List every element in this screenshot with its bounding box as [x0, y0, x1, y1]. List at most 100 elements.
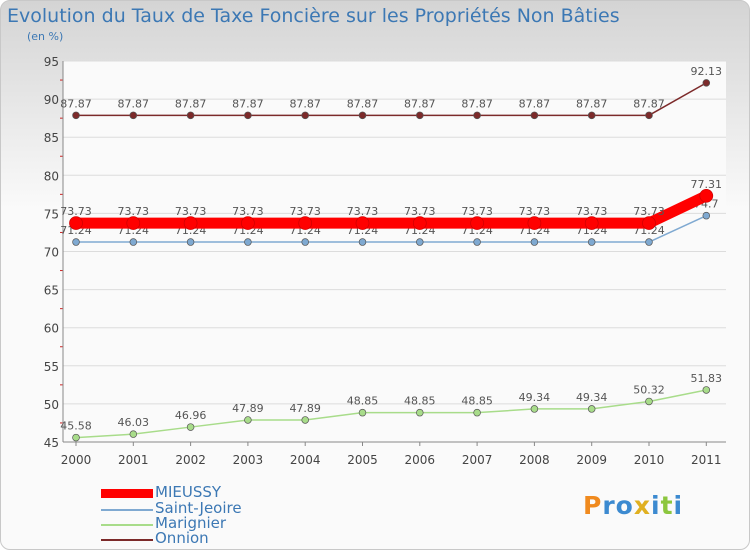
data-label-marignier: 48.85 — [347, 395, 379, 408]
y-tick-label: 60 — [44, 322, 59, 336]
data-point-saint-jeoire — [530, 238, 539, 246]
data-label-mieussy: 73.73 — [633, 205, 665, 218]
y-tick-label: 85 — [44, 131, 59, 145]
proxiti-logo: Proxiti — [583, 491, 683, 520]
x-tick-label: 2005 — [347, 453, 378, 467]
chart-title: Evolution du Taux de Taxe Foncière sur l… — [7, 5, 620, 27]
data-label-marignier: 46.03 — [118, 416, 150, 429]
data-point-mieussy — [412, 216, 427, 230]
data-point-mieussy — [241, 216, 255, 230]
legend-item-mieussy: MIEUSSY — [101, 483, 321, 501]
series-line-mieussy — [70, 190, 712, 229]
legend-item-onnion: Onnion — [101, 529, 321, 547]
data-label-onnion: 92.13 — [691, 65, 723, 78]
data-point-saint-jeoire — [244, 238, 252, 246]
data-point-saint-jeoire — [186, 238, 195, 246]
data-label-mieussy: 73.73 — [60, 205, 92, 218]
data-point-marignier — [473, 408, 481, 417]
logo-letter: x — [633, 491, 651, 520]
legend-item-marignier: Marignier — [101, 514, 321, 532]
data-point-mieussy — [699, 188, 714, 203]
data-point-onnion — [244, 111, 252, 120]
logo-letter: r — [602, 491, 616, 520]
data-label-mieussy: 73.73 — [404, 205, 436, 218]
data-label-onnion: 87.87 — [461, 97, 493, 110]
data-label-onnion: 87.87 — [175, 97, 207, 110]
y-tick-label: 70 — [44, 246, 59, 260]
logo-letter: i — [673, 491, 684, 520]
data-label-mieussy: 73.73 — [576, 205, 608, 218]
data-point-marignier — [530, 405, 539, 413]
x-tick-label: 2007 — [462, 453, 493, 467]
data-label-onnion: 87.87 — [519, 97, 551, 110]
data-label-onnion: 87.87 — [289, 97, 321, 110]
data-point-mieussy — [69, 216, 83, 230]
data-label-marignier: 45.58 — [60, 420, 92, 433]
y-tick-label: 50 — [44, 398, 59, 412]
x-tick-label: 2000 — [61, 453, 92, 467]
data-label-mieussy: 73.73 — [461, 205, 493, 218]
data-label-mieussy: 77.31 — [691, 178, 723, 191]
data-label-onnion: 87.87 — [232, 97, 264, 110]
data-point-mieussy — [527, 216, 542, 230]
x-tick-label: 2004 — [290, 453, 321, 467]
data-label-onnion: 87.87 — [347, 97, 379, 110]
data-label-marignier: 49.34 — [576, 391, 608, 404]
legend-swatch-onnion — [101, 539, 153, 541]
data-point-mieussy — [183, 216, 198, 230]
legend-item-saint-jeoire: Saint-Jeoire — [101, 499, 321, 517]
data-label-onnion: 87.87 — [60, 97, 92, 110]
data-label-marignier: 46.96 — [175, 409, 207, 422]
data-label-marignier: 48.85 — [461, 395, 493, 408]
data-label-mieussy: 73.73 — [175, 205, 207, 218]
data-point-saint-jeoire — [645, 238, 653, 246]
data-point-onnion — [587, 111, 596, 120]
data-point-onnion — [186, 111, 195, 120]
data-point-mieussy — [470, 216, 484, 230]
data-label-onnion: 87.87 — [633, 97, 665, 110]
data-label-mieussy: 73.73 — [118, 205, 150, 218]
data-label-marignier: 47.89 — [232, 402, 264, 415]
data-point-mieussy — [642, 216, 656, 230]
x-tick-label: 2011 — [691, 453, 722, 467]
data-label-mieussy: 73.73 — [519, 205, 551, 218]
y-tick-label: 75 — [44, 207, 59, 221]
logo-letter: P — [583, 491, 603, 520]
data-point-saint-jeoire — [129, 238, 138, 246]
data-point-marignier — [186, 423, 195, 431]
legend-label-saint-jeoire: Saint-Jeoire — [155, 499, 242, 517]
data-label-marignier: 47.89 — [289, 402, 321, 415]
data-point-onnion — [702, 79, 711, 87]
data-label-marignier: 48.85 — [404, 395, 436, 408]
x-tick-label: 2003 — [233, 453, 264, 467]
data-point-saint-jeoire — [358, 238, 367, 246]
data-point-mieussy — [355, 216, 370, 230]
data-point-onnion — [358, 111, 367, 120]
y-tick-label: 80 — [44, 169, 59, 183]
y-tick-label: 55 — [44, 360, 59, 374]
data-label-onnion: 87.87 — [576, 97, 608, 110]
data-point-saint-jeoire — [473, 238, 481, 246]
data-label-marignier: 50.32 — [633, 383, 665, 396]
data-label-onnion: 87.87 — [118, 97, 150, 110]
data-point-saint-jeoire — [301, 238, 309, 246]
logo-letter: t — [660, 491, 674, 520]
data-label-marignier: 49.34 — [519, 391, 551, 404]
y-tick-label: 90 — [44, 93, 59, 107]
legend-swatch-mieussy — [101, 489, 153, 498]
data-label-mieussy: 73.73 — [289, 205, 321, 218]
data-point-marignier — [358, 408, 367, 417]
data-label-mieussy: 73.73 — [347, 205, 379, 218]
data-point-saint-jeoire — [587, 238, 596, 246]
data-point-mieussy — [126, 216, 141, 230]
data-point-marignier — [129, 430, 138, 438]
logo-letter: o — [615, 491, 634, 520]
x-tick-label: 2009 — [576, 453, 607, 467]
data-label-onnion: 87.87 — [404, 97, 436, 110]
x-tick-label: 2006 — [405, 453, 436, 467]
data-point-marignier — [72, 433, 80, 442]
series-line-marignier — [75, 389, 708, 439]
legend-label-mieussy: MIEUSSY — [155, 483, 222, 501]
